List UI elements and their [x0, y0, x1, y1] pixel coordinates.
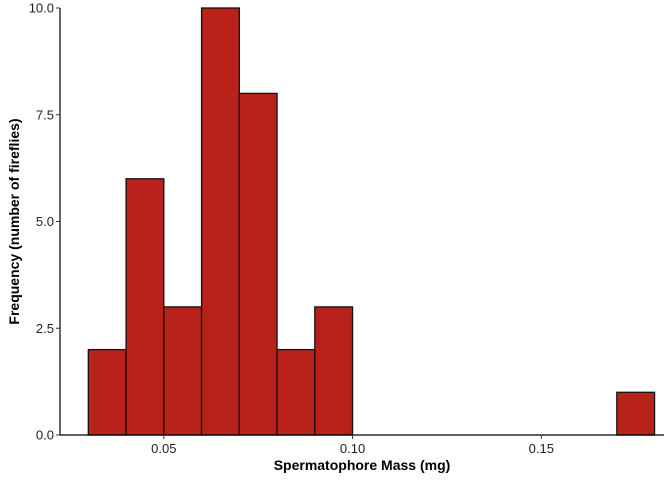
histogram-bar-1: [87, 348, 127, 436]
y-tick-label: 10.0: [29, 1, 54, 16]
histogram-bar-6: [276, 348, 316, 436]
y-tick-label: 5.0: [36, 214, 54, 229]
x-tick-label: 0.05: [151, 441, 176, 456]
histogram-bar-7: [314, 306, 354, 436]
y-tick-label: 0.0: [36, 428, 54, 443]
y-axis-title: Frequency (number of fireflies): [6, 118, 22, 324]
y-tick-label: 2.5: [36, 321, 54, 336]
histogram-bar-4: [200, 7, 240, 436]
histogram-bar-2: [125, 178, 165, 436]
histogram-bar-3: [163, 306, 203, 436]
y-axis-ticks: 0.0 2.5 5.0 7.5 10.0: [29, 1, 60, 443]
x-tick-label: 0.10: [340, 441, 365, 456]
histogram-bar-8: [616, 391, 656, 436]
y-tick-label: 7.5: [36, 107, 54, 122]
x-tick-label: 0.15: [529, 441, 554, 456]
x-axis-ticks: 0.05 0.10 0.15: [151, 435, 554, 456]
x-axis-title: Spermatophore Mass (mg): [274, 457, 451, 473]
bars-group: [87, 7, 656, 436]
histogram-bar-5: [238, 92, 278, 436]
